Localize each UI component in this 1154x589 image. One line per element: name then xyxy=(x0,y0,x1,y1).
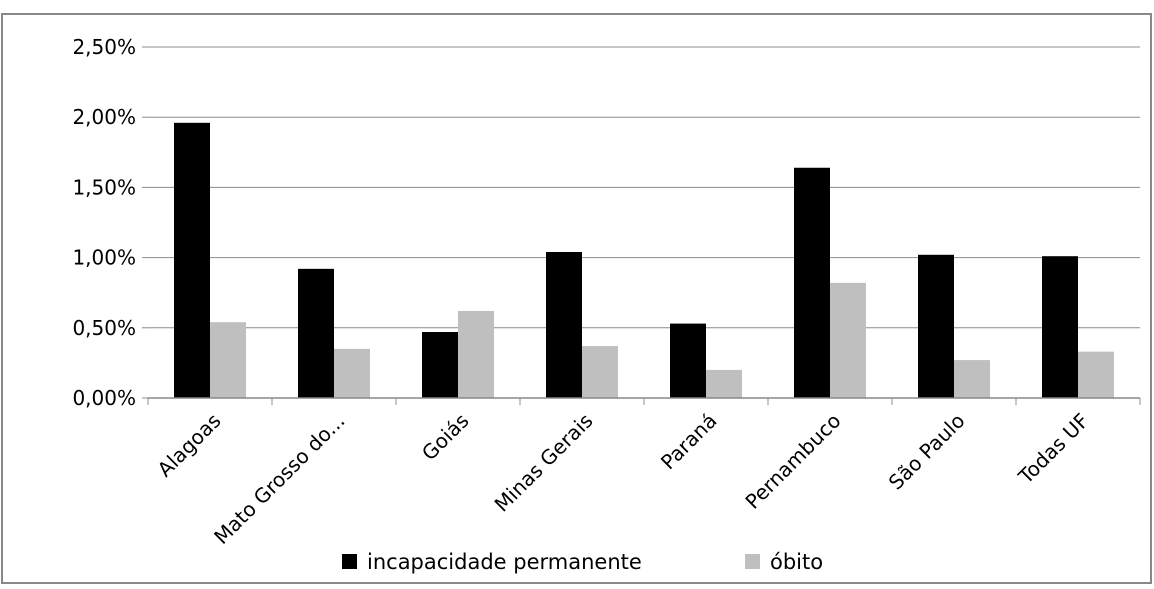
y-tick-label: 2,50% xyxy=(72,35,136,59)
bar-obito xyxy=(210,322,246,398)
bar-obito xyxy=(954,360,990,398)
bar-incapacidade-permanente xyxy=(422,332,458,398)
bar-obito xyxy=(334,349,370,398)
legend-swatch xyxy=(745,554,760,569)
legend-swatch xyxy=(342,554,357,569)
bar-incapacidade-permanente xyxy=(670,324,706,398)
bar-obito xyxy=(706,370,742,398)
y-tick-label: 2,00% xyxy=(72,105,136,129)
bar-obito xyxy=(830,283,866,398)
legend-label: incapacidade permanente xyxy=(367,550,642,574)
bar-incapacidade-permanente xyxy=(1042,256,1078,398)
bar-obito xyxy=(1078,352,1114,398)
bar-incapacidade-permanente xyxy=(546,252,582,398)
bar-incapacidade-permanente xyxy=(174,123,210,398)
bar-incapacidade-permanente xyxy=(918,255,954,398)
y-tick-label: 1,00% xyxy=(72,246,136,270)
bar-obito xyxy=(458,311,494,398)
legend-label: óbito xyxy=(770,550,823,574)
y-tick-label: 0,50% xyxy=(72,316,136,340)
y-tick-label: 0,00% xyxy=(72,386,136,410)
bar-obito xyxy=(582,346,618,398)
bar-incapacidade-permanente xyxy=(298,269,334,398)
y-tick-label: 1,50% xyxy=(72,175,136,199)
bar-incapacidade-permanente xyxy=(794,168,830,398)
